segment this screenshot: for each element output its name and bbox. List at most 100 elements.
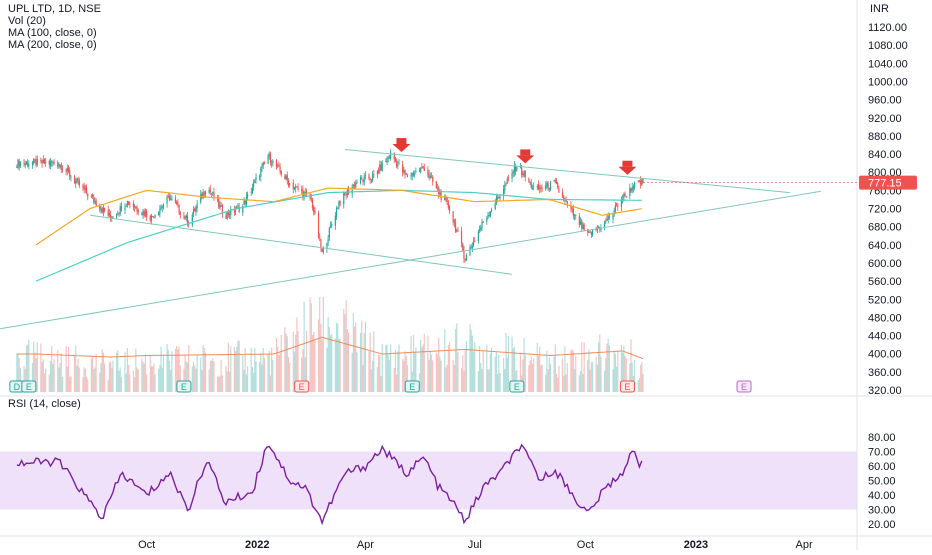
candle[interactable] [287, 178, 290, 188]
candle[interactable] [453, 218, 455, 228]
candle[interactable] [135, 206, 137, 209]
candle[interactable] [361, 175, 363, 180]
candle[interactable] [606, 214, 608, 222]
candle[interactable] [578, 212, 580, 228]
candle[interactable] [385, 158, 387, 163]
candle[interactable] [423, 163, 425, 171]
candle[interactable] [42, 155, 44, 164]
candle[interactable] [76, 177, 78, 184]
candle[interactable] [247, 191, 249, 201]
candle[interactable] [279, 163, 281, 174]
candle[interactable] [313, 204, 315, 216]
candle[interactable] [637, 180, 639, 183]
candle[interactable] [582, 222, 584, 230]
candle[interactable] [65, 168, 67, 176]
candle[interactable] [25, 160, 28, 166]
candle[interactable] [519, 162, 522, 169]
candle[interactable] [285, 173, 287, 181]
candle[interactable] [184, 215, 186, 220]
candle[interactable] [170, 194, 172, 201]
candle[interactable] [167, 192, 169, 199]
candle[interactable] [126, 200, 129, 208]
candle[interactable] [268, 151, 270, 160]
earnings-marker[interactable]: E [509, 380, 525, 393]
candle[interactable] [589, 230, 591, 233]
candle[interactable] [376, 169, 379, 179]
candle[interactable] [337, 206, 339, 209]
candle[interactable] [302, 185, 304, 201]
candle[interactable] [317, 210, 320, 240]
candle[interactable] [404, 169, 406, 179]
candle[interactable] [36, 155, 38, 167]
candle[interactable] [109, 210, 112, 222]
candle[interactable] [129, 201, 131, 209]
candle[interactable] [60, 162, 62, 174]
down-arrow-marker[interactable] [618, 160, 637, 175]
earnings-marker[interactable]: E [619, 380, 635, 393]
candle[interactable] [470, 243, 472, 249]
candle[interactable] [327, 234, 329, 247]
earnings-marker[interactable]: E [294, 380, 310, 393]
candle[interactable] [230, 205, 232, 220]
candle[interactable] [590, 231, 592, 239]
candle[interactable] [614, 202, 617, 214]
candle[interactable] [67, 165, 70, 174]
candle[interactable] [70, 174, 72, 182]
candle[interactable] [530, 178, 532, 190]
candle[interactable] [280, 170, 282, 177]
candle[interactable] [420, 167, 422, 174]
rsi-line[interactable] [16, 443, 643, 526]
symbol-title[interactable]: UPL LTD, 1D, NSE [8, 3, 101, 15]
candle[interactable] [142, 209, 144, 220]
candle[interactable] [305, 188, 308, 198]
candle[interactable] [331, 221, 333, 229]
candle[interactable] [49, 158, 52, 170]
candle[interactable] [137, 208, 139, 216]
candle[interactable] [171, 195, 173, 201]
candle[interactable] [537, 180, 540, 191]
candle[interactable] [59, 164, 61, 169]
candle[interactable] [351, 183, 353, 199]
candle[interactable] [154, 214, 156, 219]
candle[interactable] [629, 183, 631, 200]
candle[interactable] [613, 207, 615, 218]
candle[interactable] [487, 211, 489, 220]
candle[interactable] [369, 177, 371, 184]
trendline-lower-channel[interactable] [90, 214, 513, 275]
candle[interactable] [528, 177, 530, 183]
candle[interactable] [622, 194, 624, 204]
candle[interactable] [447, 199, 449, 210]
candle[interactable] [495, 193, 498, 206]
candle[interactable] [516, 165, 518, 172]
candle[interactable] [253, 179, 255, 191]
candle[interactable] [277, 163, 279, 169]
candle[interactable] [414, 170, 416, 178]
candle[interactable] [338, 200, 340, 210]
candle[interactable] [176, 200, 178, 206]
candle[interactable] [40, 157, 42, 164]
candle[interactable] [108, 208, 110, 218]
ma100-line[interactable] [35, 187, 642, 246]
candle[interactable] [41, 159, 43, 168]
candle[interactable] [507, 174, 510, 182]
candle[interactable] [244, 198, 246, 208]
candle[interactable] [237, 202, 239, 208]
candle[interactable] [159, 205, 161, 218]
candle[interactable] [454, 218, 457, 233]
candle[interactable] [53, 159, 55, 166]
candle[interactable] [209, 185, 211, 195]
candle[interactable] [85, 184, 88, 195]
candle[interactable] [24, 160, 26, 169]
candle[interactable] [185, 214, 187, 222]
candle[interactable] [571, 206, 573, 214]
candle[interactable] [57, 160, 59, 169]
candle[interactable] [638, 179, 641, 183]
candle[interactable] [617, 202, 619, 212]
candle[interactable] [347, 186, 350, 195]
candle[interactable] [117, 210, 119, 216]
last-price-badge[interactable] [859, 175, 917, 190]
candle[interactable] [314, 207, 316, 215]
candle[interactable] [196, 200, 198, 213]
candle[interactable] [523, 169, 525, 178]
